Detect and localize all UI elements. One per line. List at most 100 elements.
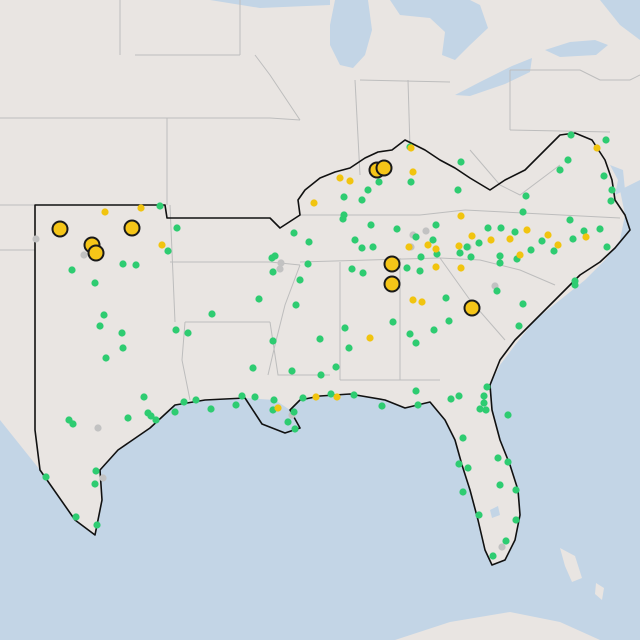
green-marker[interactable] (476, 405, 484, 413)
green-marker[interactable] (42, 473, 50, 481)
green-marker[interactable] (455, 460, 463, 468)
green-marker[interactable] (519, 300, 527, 308)
green-marker[interactable] (432, 221, 440, 229)
yellow-marker[interactable] (424, 241, 432, 249)
yellow-marker[interactable] (506, 235, 514, 243)
highlighted-marker[interactable] (375, 159, 393, 177)
green-marker[interactable] (147, 412, 155, 420)
yellow-marker[interactable] (432, 263, 440, 271)
green-marker[interactable] (463, 243, 471, 251)
green-marker[interactable] (564, 156, 572, 164)
yellow-marker[interactable] (274, 404, 282, 412)
green-marker[interactable] (596, 225, 604, 233)
green-marker[interactable] (304, 260, 312, 268)
green-marker[interactable] (351, 236, 359, 244)
yellow-marker[interactable] (409, 168, 417, 176)
green-marker[interactable] (497, 224, 505, 232)
green-marker[interactable] (91, 480, 99, 488)
green-marker[interactable] (290, 229, 298, 237)
gray-marker[interactable] (422, 227, 430, 235)
gray-marker[interactable] (277, 259, 285, 267)
green-marker[interactable] (480, 392, 488, 400)
green-marker[interactable] (132, 261, 140, 269)
green-marker[interactable] (299, 394, 307, 402)
green-marker[interactable] (292, 301, 300, 309)
yellow-marker[interactable] (554, 241, 562, 249)
green-marker[interactable] (459, 488, 467, 496)
green-marker[interactable] (359, 269, 367, 277)
green-marker[interactable] (172, 326, 180, 334)
gray-marker[interactable] (32, 235, 40, 243)
green-marker[interactable] (345, 344, 353, 352)
green-marker[interactable] (445, 317, 453, 325)
green-marker[interactable] (550, 247, 558, 255)
green-marker[interactable] (569, 235, 577, 243)
yellow-marker[interactable] (101, 208, 109, 216)
green-marker[interactable] (375, 178, 383, 186)
green-marker[interactable] (512, 486, 520, 494)
gray-marker[interactable] (94, 424, 102, 432)
green-marker[interactable] (407, 178, 415, 186)
green-marker[interactable] (184, 329, 192, 337)
green-marker[interactable] (378, 402, 386, 410)
green-marker[interactable] (271, 252, 279, 260)
green-marker[interactable] (332, 363, 340, 371)
green-marker[interactable] (416, 267, 424, 275)
yellow-marker[interactable] (409, 296, 417, 304)
green-marker[interactable] (464, 464, 472, 472)
green-marker[interactable] (164, 247, 172, 255)
green-marker[interactable] (412, 387, 420, 395)
green-marker[interactable] (192, 396, 200, 404)
yellow-marker[interactable] (455, 242, 463, 250)
yellow-marker[interactable] (457, 264, 465, 272)
yellow-marker[interactable] (516, 251, 524, 259)
green-marker[interactable] (475, 239, 483, 247)
green-marker[interactable] (140, 393, 148, 401)
green-marker[interactable] (459, 434, 467, 442)
green-marker[interactable] (412, 233, 420, 241)
green-marker[interactable] (414, 401, 422, 409)
green-marker[interactable] (512, 516, 520, 524)
green-marker[interactable] (340, 193, 348, 201)
green-marker[interactable] (484, 224, 492, 232)
green-marker[interactable] (364, 186, 372, 194)
green-marker[interactable] (316, 335, 324, 343)
yellow-marker[interactable] (310, 199, 318, 207)
green-marker[interactable] (369, 243, 377, 251)
yellow-marker[interactable] (366, 334, 374, 342)
green-marker[interactable] (566, 216, 574, 224)
green-marker[interactable] (358, 244, 366, 252)
green-marker[interactable] (269, 337, 277, 345)
green-marker[interactable] (208, 310, 216, 318)
green-marker[interactable] (173, 224, 181, 232)
green-marker[interactable] (442, 294, 450, 302)
yellow-marker[interactable] (405, 243, 413, 251)
green-marker[interactable] (232, 401, 240, 409)
green-marker[interactable] (284, 418, 292, 426)
green-marker[interactable] (447, 395, 455, 403)
green-marker[interactable] (527, 246, 535, 254)
green-marker[interactable] (417, 253, 425, 261)
green-marker[interactable] (454, 186, 462, 194)
highlighted-marker[interactable] (123, 219, 141, 237)
highlighted-marker[interactable] (463, 299, 481, 317)
yellow-marker[interactable] (312, 393, 320, 401)
highlighted-marker[interactable] (51, 220, 69, 238)
green-marker[interactable] (430, 326, 438, 334)
green-marker[interactable] (494, 454, 502, 462)
green-marker[interactable] (504, 411, 512, 419)
green-marker[interactable] (455, 392, 463, 400)
green-marker[interactable] (389, 318, 397, 326)
green-marker[interactable] (556, 166, 564, 174)
green-marker[interactable] (519, 208, 527, 216)
green-marker[interactable] (119, 344, 127, 352)
yellow-marker[interactable] (457, 212, 465, 220)
gray-marker[interactable] (80, 251, 88, 259)
green-marker[interactable] (600, 172, 608, 180)
green-marker[interactable] (367, 221, 375, 229)
gray-marker[interactable] (498, 543, 506, 551)
yellow-marker[interactable] (593, 144, 601, 152)
yellow-marker[interactable] (582, 233, 590, 241)
green-marker[interactable] (493, 287, 501, 295)
